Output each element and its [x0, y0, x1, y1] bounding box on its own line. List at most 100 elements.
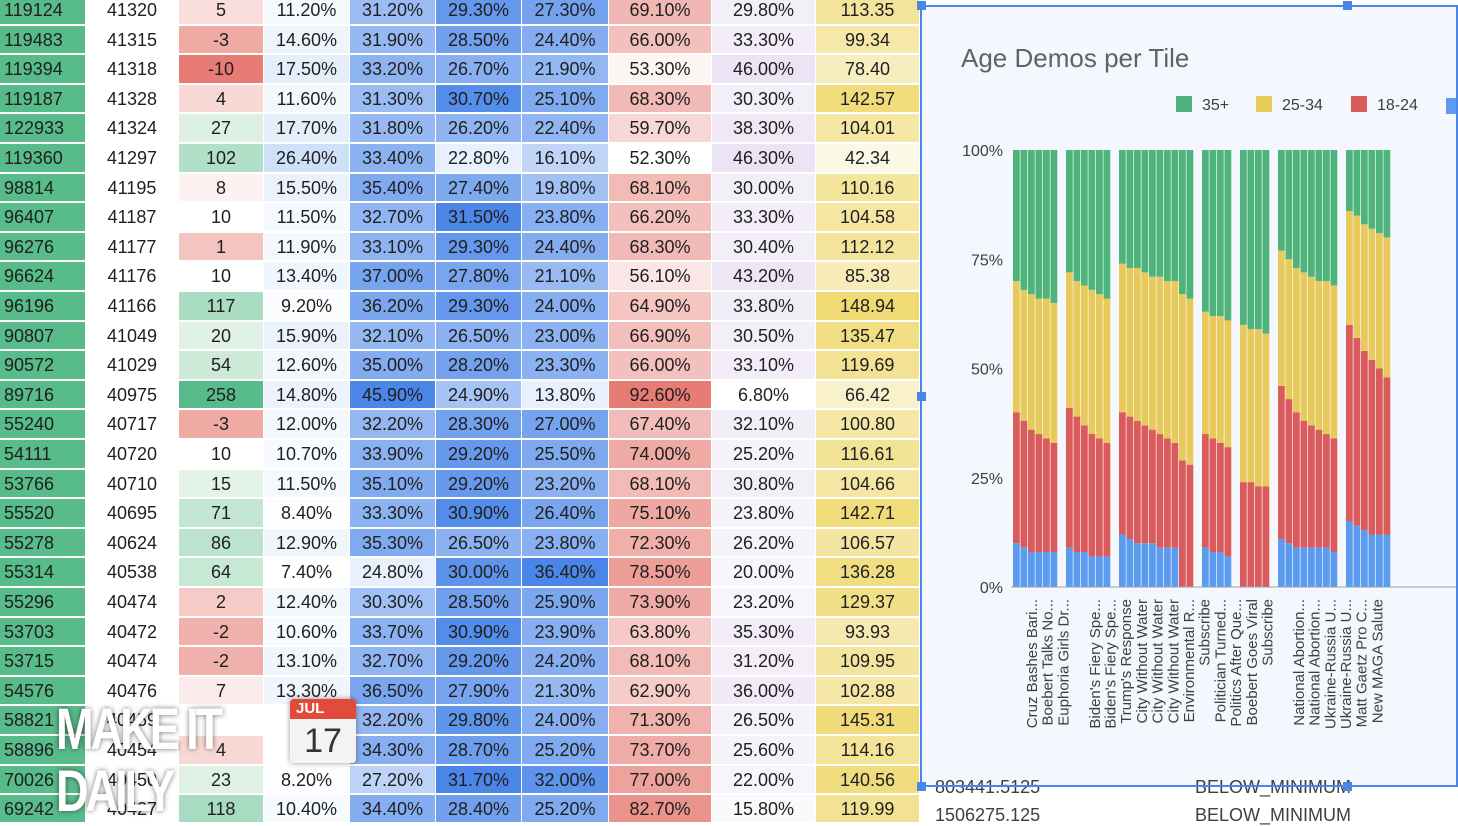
table-cell[interactable]: 12.90% — [264, 528, 350, 558]
table-cell[interactable]: 23.20% — [712, 588, 816, 617]
table-cell[interactable]: 86 — [179, 528, 264, 558]
table-cell[interactable]: 33.40% — [350, 144, 436, 173]
table-cell[interactable]: 37.00% — [350, 262, 436, 291]
table-cell[interactable]: 14.80% — [264, 380, 350, 410]
table-cell[interactable]: 7 — [179, 676, 264, 706]
resize-handle-top-mid[interactable] — [1343, 1, 1352, 10]
table-cell[interactable]: 1 — [179, 232, 264, 262]
table-cell[interactable]: 32.70% — [350, 647, 436, 676]
table-cell[interactable]: 96196 — [0, 292, 86, 321]
table-cell[interactable]: 33.10% — [712, 351, 816, 380]
table-cell[interactable]: 20.00% — [712, 558, 816, 587]
table-cell[interactable]: 68.30% — [609, 232, 712, 262]
table-cell[interactable]: 53766 — [0, 469, 86, 499]
table-cell[interactable]: 68.10% — [609, 647, 712, 676]
table-cell[interactable]: 30.30% — [712, 84, 816, 114]
table-cell[interactable]: 38.30% — [712, 114, 816, 143]
table-cell[interactable]: 41195 — [86, 173, 179, 203]
table-cell[interactable]: 35.30% — [350, 528, 436, 558]
table-cell[interactable]: 25.20% — [522, 795, 609, 822]
table-cell[interactable]: 29.20% — [436, 647, 522, 676]
table-cell[interactable]: 15.90% — [264, 321, 350, 351]
table-cell[interactable]: 33.30% — [350, 499, 436, 528]
table-cell[interactable]: 27.90% — [436, 676, 522, 706]
table-cell[interactable]: 4 — [179, 736, 264, 765]
table-cell[interactable]: 2 — [179, 588, 264, 617]
table-cell[interactable]: 32.10% — [712, 410, 816, 439]
table-cell[interactable]: 23.00% — [522, 321, 609, 351]
table-cell[interactable]: 85.38 — [816, 262, 920, 291]
table-cell[interactable]: 21.30% — [522, 676, 609, 706]
table-cell[interactable]: 53703 — [0, 617, 86, 647]
table-cell[interactable]: 41320 — [86, 0, 179, 25]
table-cell[interactable]: 11.50% — [264, 203, 350, 232]
table-cell[interactable]: -3 — [179, 410, 264, 439]
table-cell[interactable]: 71.30% — [609, 706, 712, 735]
table-cell[interactable]: 24.40% — [522, 25, 609, 55]
table-cell[interactable]: 119124 — [0, 0, 86, 25]
table-cell[interactable]: 119.99 — [816, 795, 920, 822]
resize-handle-bottom-mid[interactable] — [1343, 782, 1352, 791]
table-cell[interactable]: 23.30% — [522, 351, 609, 380]
table-cell[interactable]: 54576 — [0, 676, 86, 706]
table-cell[interactable]: 26.40% — [522, 499, 609, 528]
table-cell[interactable]: 29.80% — [712, 0, 816, 25]
table-cell[interactable]: 22.00% — [712, 765, 816, 795]
table-cell[interactable]: -3 — [179, 25, 264, 55]
table-cell[interactable]: 10 — [179, 440, 264, 469]
table-cell[interactable]: 43.20% — [712, 262, 816, 291]
table-cell[interactable]: 55296 — [0, 588, 86, 617]
table-cell[interactable]: 40427 — [86, 795, 179, 822]
table-cell[interactable]: 112.12 — [816, 232, 920, 262]
table-cell[interactable]: 66.00% — [609, 25, 712, 55]
table-cell[interactable]: 25.10% — [522, 84, 609, 114]
table-cell[interactable]: 66.90% — [609, 321, 712, 351]
table-cell[interactable]: 40624 — [86, 528, 179, 558]
table-cell[interactable]: 30.90% — [436, 617, 522, 647]
table-cell[interactable]: 26.20% — [712, 528, 816, 558]
table-cell[interactable]: 62.90% — [609, 676, 712, 706]
table-cell[interactable]: 11.90% — [264, 232, 350, 262]
table-cell[interactable]: 36.00% — [712, 676, 816, 706]
table-cell[interactable]: 63.80% — [609, 617, 712, 647]
table-cell[interactable]: 41176 — [86, 262, 179, 291]
table-cell[interactable]: 8.40% — [264, 499, 350, 528]
table-cell[interactable]: 33.20% — [350, 55, 436, 84]
table-cell[interactable]: 23 — [179, 765, 264, 795]
table-cell[interactable]: 40472 — [86, 617, 179, 647]
table-cell[interactable]: 31.90% — [350, 25, 436, 55]
table-cell[interactable]: 34.40% — [350, 795, 436, 822]
table-cell[interactable]: 25.60% — [712, 736, 816, 765]
table-cell[interactable]: 52.30% — [609, 144, 712, 173]
table-cell[interactable]: 27.20% — [350, 765, 436, 795]
table-cell[interactable]: 114.16 — [816, 736, 920, 765]
table-cell[interactable]: 41297 — [86, 144, 179, 173]
table-cell[interactable]: 66.42 — [816, 380, 920, 410]
table-cell[interactable]: 258 — [179, 380, 264, 410]
table-cell[interactable]: 96407 — [0, 203, 86, 232]
table-cell[interactable]: 32.10% — [350, 321, 436, 351]
table-cell[interactable]: 23.80% — [712, 499, 816, 528]
table-cell[interactable]: 145.31 — [816, 706, 920, 735]
table-cell[interactable]: 55314 — [0, 558, 86, 587]
table-cell[interactable]: 118 — [179, 795, 264, 822]
table-cell[interactable]: 46.30% — [712, 144, 816, 173]
table-cell[interactable]: 104.66 — [816, 469, 920, 499]
table-cell[interactable]: 33.70% — [350, 617, 436, 647]
table-cell[interactable]: 40476 — [86, 676, 179, 706]
table-cell[interactable]: 100.80 — [816, 410, 920, 439]
table-cell[interactable]: 36.50% — [350, 676, 436, 706]
table-cell[interactable]: 41177 — [86, 232, 179, 262]
table-cell[interactable]: 46.00% — [712, 55, 816, 84]
table-cell[interactable]: 69.10% — [609, 0, 712, 25]
table-cell[interactable]: 26.50% — [436, 528, 522, 558]
table-cell[interactable]: 113.35 — [816, 0, 920, 25]
table-cell[interactable]: 13.80% — [522, 380, 609, 410]
table-cell[interactable]: 33.10% — [350, 232, 436, 262]
table-cell[interactable]: 89716 — [0, 380, 86, 410]
table-cell[interactable]: 24.40% — [522, 232, 609, 262]
table-cell[interactable]: 78.50% — [609, 558, 712, 587]
table-cell[interactable]: 67.40% — [609, 410, 712, 439]
table-cell[interactable]: 17.50% — [264, 55, 350, 84]
table-cell[interactable]: 36.20% — [350, 292, 436, 321]
